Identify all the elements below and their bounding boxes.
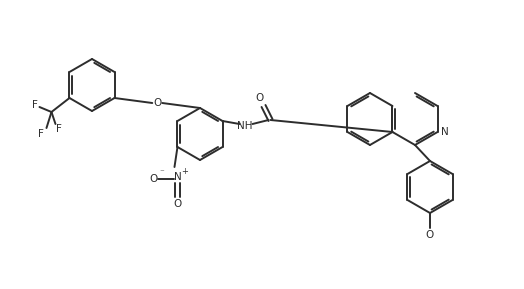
Text: O: O [153, 98, 161, 108]
Text: +: + [181, 168, 188, 177]
Text: ⁻: ⁻ [159, 168, 164, 177]
Text: N: N [173, 172, 181, 182]
Text: F: F [38, 129, 43, 139]
Text: F: F [31, 100, 37, 110]
Text: F: F [56, 124, 61, 134]
Text: O: O [149, 174, 158, 184]
Text: N: N [441, 127, 449, 137]
Text: O: O [255, 93, 264, 103]
Text: NH: NH [237, 121, 252, 131]
Text: O: O [426, 230, 434, 240]
Text: O: O [173, 199, 182, 209]
